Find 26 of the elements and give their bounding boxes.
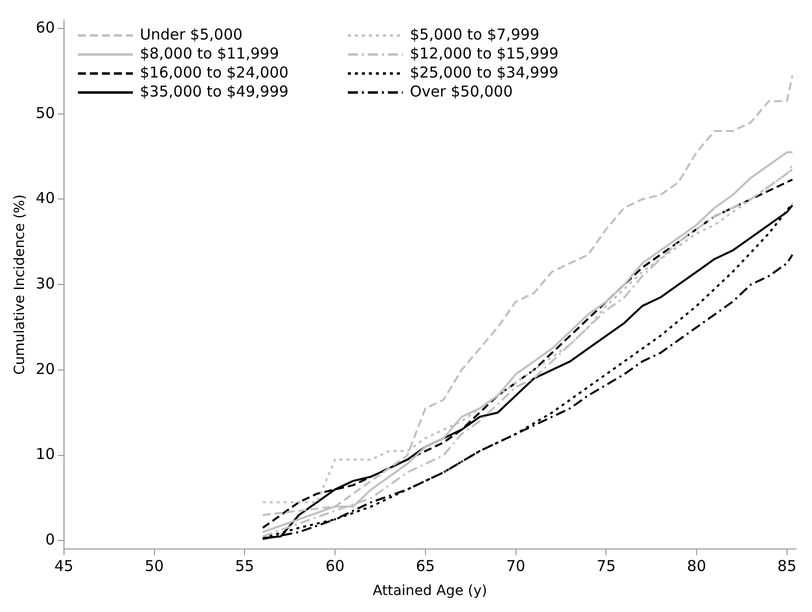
y-tick-label: 10 (36, 445, 55, 464)
y-axis-title: Cumulative Incidence (%) (12, 194, 28, 375)
legend-label: $25,000 to $34,999 (410, 63, 559, 82)
legend-label: Under $5,000 (140, 25, 243, 44)
legend-label: $8,000 to $11,999 (140, 44, 279, 62)
legend-label: $16,000 to $24,000 (140, 63, 289, 82)
x-tick-label: 70 (506, 557, 526, 576)
legend-label: $35,000 to $49,999 (140, 82, 289, 100)
y-tick-label: 60 (36, 18, 55, 36)
x-tick-label: 80 (687, 557, 706, 576)
x-tick-label: 50 (144, 557, 164, 576)
y-tick-label: 50 (36, 104, 55, 122)
x-tick-label: 60 (325, 557, 345, 576)
y-tick-label: 0 (45, 530, 55, 549)
legend-label: $5,000 to $7,999 (410, 25, 540, 44)
x-tick-label: 65 (416, 557, 435, 576)
y-tick-label: 20 (36, 360, 55, 378)
y-tick-label: 30 (36, 274, 55, 292)
x-tick-label: 55 (235, 557, 254, 576)
x-tick-label: 75 (596, 557, 616, 576)
legend-label: $12,000 to $15,999 (410, 44, 559, 62)
legend-label: Over $50,000 (410, 82, 513, 100)
x-tick-label: 85 (777, 557, 797, 576)
y-tick-label: 40 (36, 189, 55, 208)
x-axis-title: Attained Age (y) (372, 583, 488, 600)
x-tick-label: 45 (54, 557, 74, 576)
